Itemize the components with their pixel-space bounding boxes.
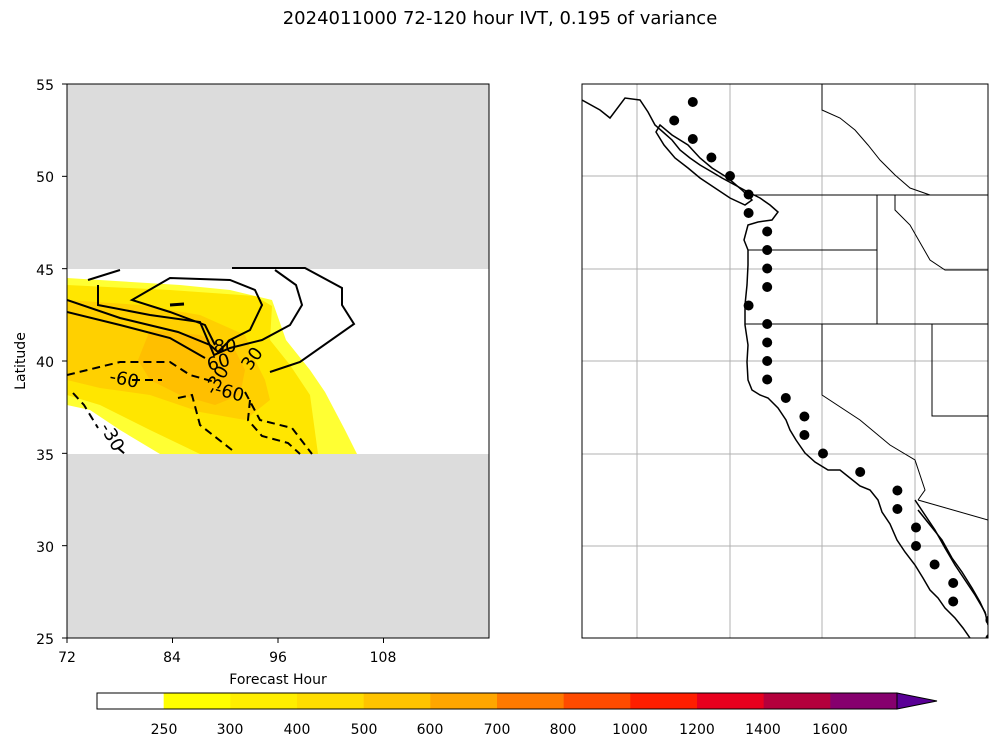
landfall-point-25: [929, 559, 940, 570]
landfall-point-28: [985, 615, 988, 625]
colorbar-cell-4: [363, 693, 431, 709]
contour-negative-south: [177, 391, 313, 455]
landfall-point-18: [799, 430, 810, 440]
x-tick-labels: 72 84 96 108: [58, 650, 396, 666]
landfall-point-6: [743, 208, 754, 218]
colorbar-label-250: 250: [151, 722, 178, 738]
hovmoller-panel: 80 30 60 -60 -30 -60 -30 25 30 35 40 45 …: [13, 78, 490, 688]
figure-title: 2024011000 72-120 hour IVT, 0.195 of var…: [282, 8, 718, 29]
contour-positive-mid: [67, 276, 264, 354]
y-tick-label-40: 40: [36, 355, 54, 371]
political-borders: [745, 84, 988, 521]
colorbar-label-1600: 1600: [812, 722, 848, 738]
y-axis-label: Latitude: [13, 332, 29, 390]
x-axis-label: Forecast Hour: [229, 672, 327, 688]
colorbar-tick-labels: 250 300 400 500 600 700 800 1000 1200 14…: [151, 722, 848, 738]
masked-region-south: [67, 454, 489, 638]
y-tick-label-45: 45: [36, 263, 54, 279]
colorbar-cell-1: [163, 693, 231, 709]
coastline: [582, 97, 971, 638]
landfall-point-11: [743, 300, 754, 311]
colorbar-label-1200: 1200: [679, 722, 715, 738]
colorbar-label-1000: 1000: [612, 722, 648, 738]
colorbar-label-700: 700: [484, 722, 511, 738]
colorbar-extend-arrow: [896, 692, 938, 710]
colorbar: 250 300 400 500 600 700 800 1000 1200 14…: [96, 692, 938, 738]
landfall-point-14: [762, 356, 773, 366]
landfall-point-24: [911, 541, 921, 551]
colorbar-cell-2: [230, 693, 298, 709]
landfall-point-20: [855, 467, 866, 477]
colorbar-label-400: 400: [284, 722, 311, 738]
landfall-point-26: [948, 578, 959, 588]
landfall-point-0: [687, 97, 698, 107]
colorbar-cell-10: [763, 693, 831, 709]
contour-negative-outer: [67, 361, 216, 383]
landfall-point-4: [725, 171, 735, 181]
x-tick-label-84: 84: [163, 650, 181, 666]
x-tick-label-96: 96: [269, 650, 287, 666]
landfall-point-13: [762, 337, 773, 348]
landfall-point-16: [780, 393, 791, 403]
x-tick-marks: [66, 638, 384, 643]
colorbar-cell-8: [630, 693, 698, 709]
contour-positive-core: [169, 302, 185, 307]
landfall-points: [669, 97, 988, 638]
landfall-point-17: [799, 411, 810, 422]
colorbar-label-600: 600: [417, 722, 444, 738]
landfall-point-7: [762, 226, 773, 237]
landfall-point-19: [818, 448, 828, 459]
colorbar-label-300: 300: [217, 722, 244, 738]
contour-label-80: 80: [214, 336, 237, 357]
landfall-point-12: [762, 319, 773, 329]
vancouver-island: [655, 123, 754, 206]
colorbar-cell-7: [563, 693, 631, 709]
y-tick-label-35: 35: [36, 448, 54, 464]
landfall-point-5: [743, 189, 754, 200]
landfall-point-23: [911, 522, 921, 533]
colorbar-label-800: 800: [550, 722, 577, 738]
landfall-map-panel: [581, 83, 989, 639]
y-tick-label-25: 25: [36, 632, 54, 648]
colorbar-cell-6: [497, 693, 565, 709]
y-tick-marks: [62, 83, 67, 639]
x-tick-label-72: 72: [58, 650, 76, 666]
colorbar-cell-5: [430, 693, 498, 709]
y-tick-label-30: 30: [36, 540, 54, 556]
contour-negative-southwest: [72, 392, 126, 455]
landfall-point-2: [687, 134, 698, 144]
y-tick-labels: 25 30 35 40 45 50 55: [36, 78, 54, 648]
landfall-point-10: [762, 282, 773, 292]
landfall-point-21: [892, 485, 903, 496]
colorbar-frame: [96, 692, 898, 710]
x-tick-label-108: 108: [370, 650, 397, 666]
masked-region-north: [67, 84, 489, 269]
landfall-point-9: [762, 263, 773, 274]
colorbar-cell-0: [97, 693, 165, 709]
colorbar-cell-9: [697, 693, 765, 709]
landfall-point-3: [706, 152, 717, 163]
landfall-point-22: [892, 504, 903, 514]
landfall-point-1: [669, 115, 680, 126]
landfall-point-15: [762, 374, 773, 385]
contour-positive-outer: [87, 267, 356, 373]
map-frame: [581, 83, 989, 639]
colorbar-cells: [97, 693, 898, 709]
landfall-point-29: [985, 634, 988, 638]
colorbar-label-500: 500: [351, 722, 378, 738]
contour-positive-inner: [67, 311, 206, 359]
landfall-point-8: [762, 245, 773, 255]
gulf-coast: [917, 509, 987, 616]
colorbar-cell-11: [830, 693, 898, 709]
colorbar-cell-3: [297, 693, 365, 709]
y-tick-label-55: 55: [36, 78, 54, 94]
colorbar-label-1400: 1400: [745, 722, 781, 738]
y-tick-label-50: 50: [36, 170, 54, 186]
landfall-point-27: [948, 596, 959, 607]
ivt-fill-500: [138, 330, 245, 405]
